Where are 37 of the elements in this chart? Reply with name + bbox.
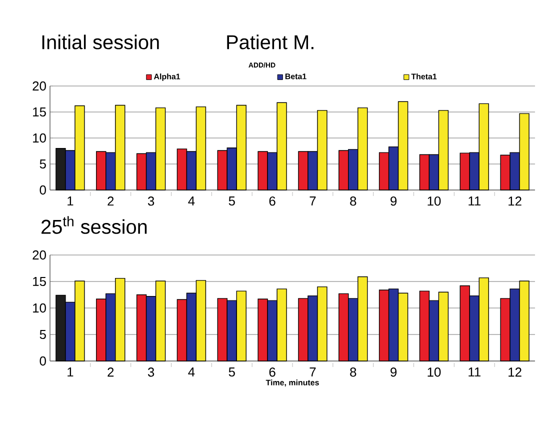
- x-tick-label: 12: [508, 196, 522, 206]
- x-tick-label: 5: [228, 368, 235, 377]
- y-tick-label: 0: [40, 356, 46, 366]
- y-tick-label: 20: [32, 250, 46, 260]
- x-tick-label: 6: [269, 368, 276, 377]
- y-tick-label: 10: [33, 303, 46, 313]
- x-tick-label: 6: [269, 196, 276, 206]
- x-tick-label: 8: [350, 368, 356, 377]
- y-tick-label: 10: [33, 133, 46, 143]
- x-tick-label: 11: [468, 368, 480, 376]
- x-tick-label: 11: [468, 196, 480, 206]
- x-tick-label: 4: [188, 196, 195, 206]
- x-tick-label: 2: [108, 196, 114, 206]
- x-tick-label: 2: [108, 368, 114, 377]
- x-tick-label: 7: [310, 196, 316, 206]
- y-tick-label: 15: [33, 107, 46, 117]
- x-tick-label: 9: [390, 368, 397, 377]
- y-tick-label: 5: [40, 159, 46, 169]
- chart-title: 25$^{th}$ session: [42, 216, 147, 234]
- x-tick-label: 12: [508, 368, 522, 377]
- x-tick-label: 1: [68, 368, 74, 376]
- x-tick-label: 3: [148, 368, 154, 377]
- x-tick-label: 1: [68, 196, 74, 206]
- chart-title: Initial session: [42, 34, 159, 50]
- x-tick-label: 3: [148, 196, 154, 206]
- x-tick-label: 7: [310, 368, 316, 376]
- y-tick-label: 5: [40, 330, 46, 340]
- x-tick-label: 10: [428, 196, 441, 206]
- x-tick-label: 10: [428, 368, 441, 377]
- text: Patient M.: [227, 34, 314, 50]
- y-tick-label: 0: [40, 185, 46, 195]
- y-tick-label: 20: [32, 81, 46, 91]
- y-tick-label: 15: [33, 276, 46, 286]
- x-tick-label: 4: [188, 368, 195, 376]
- x-tick-label: 9: [390, 196, 397, 206]
- x-tick-label: 8: [350, 196, 356, 206]
- x-tick-label: 5: [228, 196, 235, 206]
